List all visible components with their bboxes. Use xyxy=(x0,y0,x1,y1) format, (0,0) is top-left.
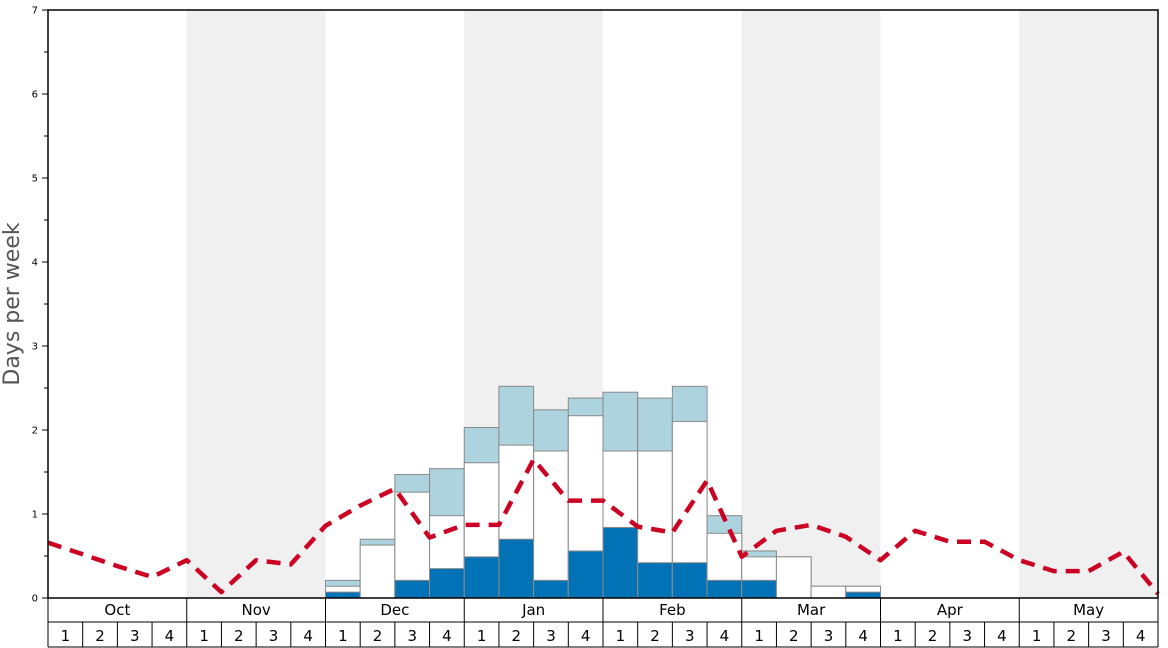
week-label: 4 xyxy=(997,627,1007,645)
y-tick-label: 3 xyxy=(32,342,38,353)
week-label: 4 xyxy=(442,627,452,645)
bar-dark xyxy=(429,568,465,599)
y-tick-label: 6 xyxy=(32,90,38,101)
week-label: 1 xyxy=(61,627,71,645)
week-label: 2 xyxy=(234,627,244,645)
bar-white xyxy=(359,544,396,599)
week-label: 1 xyxy=(477,627,487,645)
week-label: 4 xyxy=(303,627,313,645)
bar-dark xyxy=(706,579,743,599)
week-label: 2 xyxy=(373,627,383,645)
bar-dark xyxy=(671,562,708,599)
week-label: 3 xyxy=(269,627,279,645)
week-label: 4 xyxy=(1136,627,1146,645)
month-label-may: May xyxy=(1073,601,1104,619)
bar-dark xyxy=(602,526,639,599)
month-label-mar: Mar xyxy=(797,601,826,619)
month-label-jan: Jan xyxy=(521,601,545,619)
bar-dark xyxy=(567,550,604,599)
week-label: 4 xyxy=(165,627,175,645)
week-label: 3 xyxy=(130,627,140,645)
month-shade-nov xyxy=(186,10,326,598)
week-label: 4 xyxy=(720,627,730,645)
week-label: 1 xyxy=(199,627,209,645)
week-label: 1 xyxy=(616,627,626,645)
bar-dark xyxy=(741,579,777,599)
bars xyxy=(325,385,881,599)
week-label: 2 xyxy=(95,627,105,645)
week-label: 1 xyxy=(893,627,903,645)
bar-white xyxy=(775,556,812,599)
trend-line-path xyxy=(47,457,1160,596)
week-label: 2 xyxy=(650,627,660,645)
week-label: 3 xyxy=(824,627,834,645)
week-label: 2 xyxy=(512,627,522,645)
week-label: 1 xyxy=(338,627,348,645)
bar-dark xyxy=(394,579,431,599)
month-shade-may xyxy=(1019,10,1158,598)
week-label: 3 xyxy=(1101,627,1111,645)
week-label: 4 xyxy=(858,627,868,645)
y-tick-label: 0 xyxy=(32,594,38,605)
month-shade-mar xyxy=(741,10,881,598)
week-label: 3 xyxy=(685,627,695,645)
y-tick-label: 2 xyxy=(32,426,38,437)
week-label: 1 xyxy=(1032,627,1042,645)
x-axis: Oct Nov Dec Jan Feb Mar Apr May 1 2 3 4 1 2 3 4 1 2 3 4 1 2 3 4… xyxy=(47,597,1159,648)
y-tick-label: 4 xyxy=(32,258,38,269)
bar-white xyxy=(810,585,847,599)
week-label: 3 xyxy=(962,627,972,645)
month-label-apr: Apr xyxy=(937,601,964,619)
week-label: 1 xyxy=(754,627,764,645)
month-shading xyxy=(186,10,1158,598)
y-tick-label: 5 xyxy=(32,174,38,185)
bar-dark xyxy=(325,591,361,599)
bar-dark xyxy=(498,538,535,599)
week-label: 2 xyxy=(1067,627,1077,645)
week-label: 3 xyxy=(407,627,417,645)
month-label-nov: Nov xyxy=(241,601,270,619)
month-label-dec: Dec xyxy=(380,601,409,619)
week-label: 2 xyxy=(789,627,799,645)
bar-white xyxy=(533,450,569,599)
week-label: 4 xyxy=(581,627,591,645)
y-tick-label: 1 xyxy=(32,510,38,521)
trend-line xyxy=(47,457,1160,596)
week-label: 2 xyxy=(928,627,938,645)
bar-dark xyxy=(533,579,569,599)
y-axis: 0 1 2 3 4 5 6 7 xyxy=(32,6,48,605)
bar-dark xyxy=(637,562,673,599)
bar-dark xyxy=(463,556,500,599)
month-label-oct: Oct xyxy=(104,601,130,619)
y-axis-label: Days per week xyxy=(0,222,25,385)
y-tick-label: 7 xyxy=(32,6,38,17)
bar-dark xyxy=(845,591,881,599)
week-label: 3 xyxy=(546,627,556,645)
month-label-feb: Feb xyxy=(659,601,686,619)
